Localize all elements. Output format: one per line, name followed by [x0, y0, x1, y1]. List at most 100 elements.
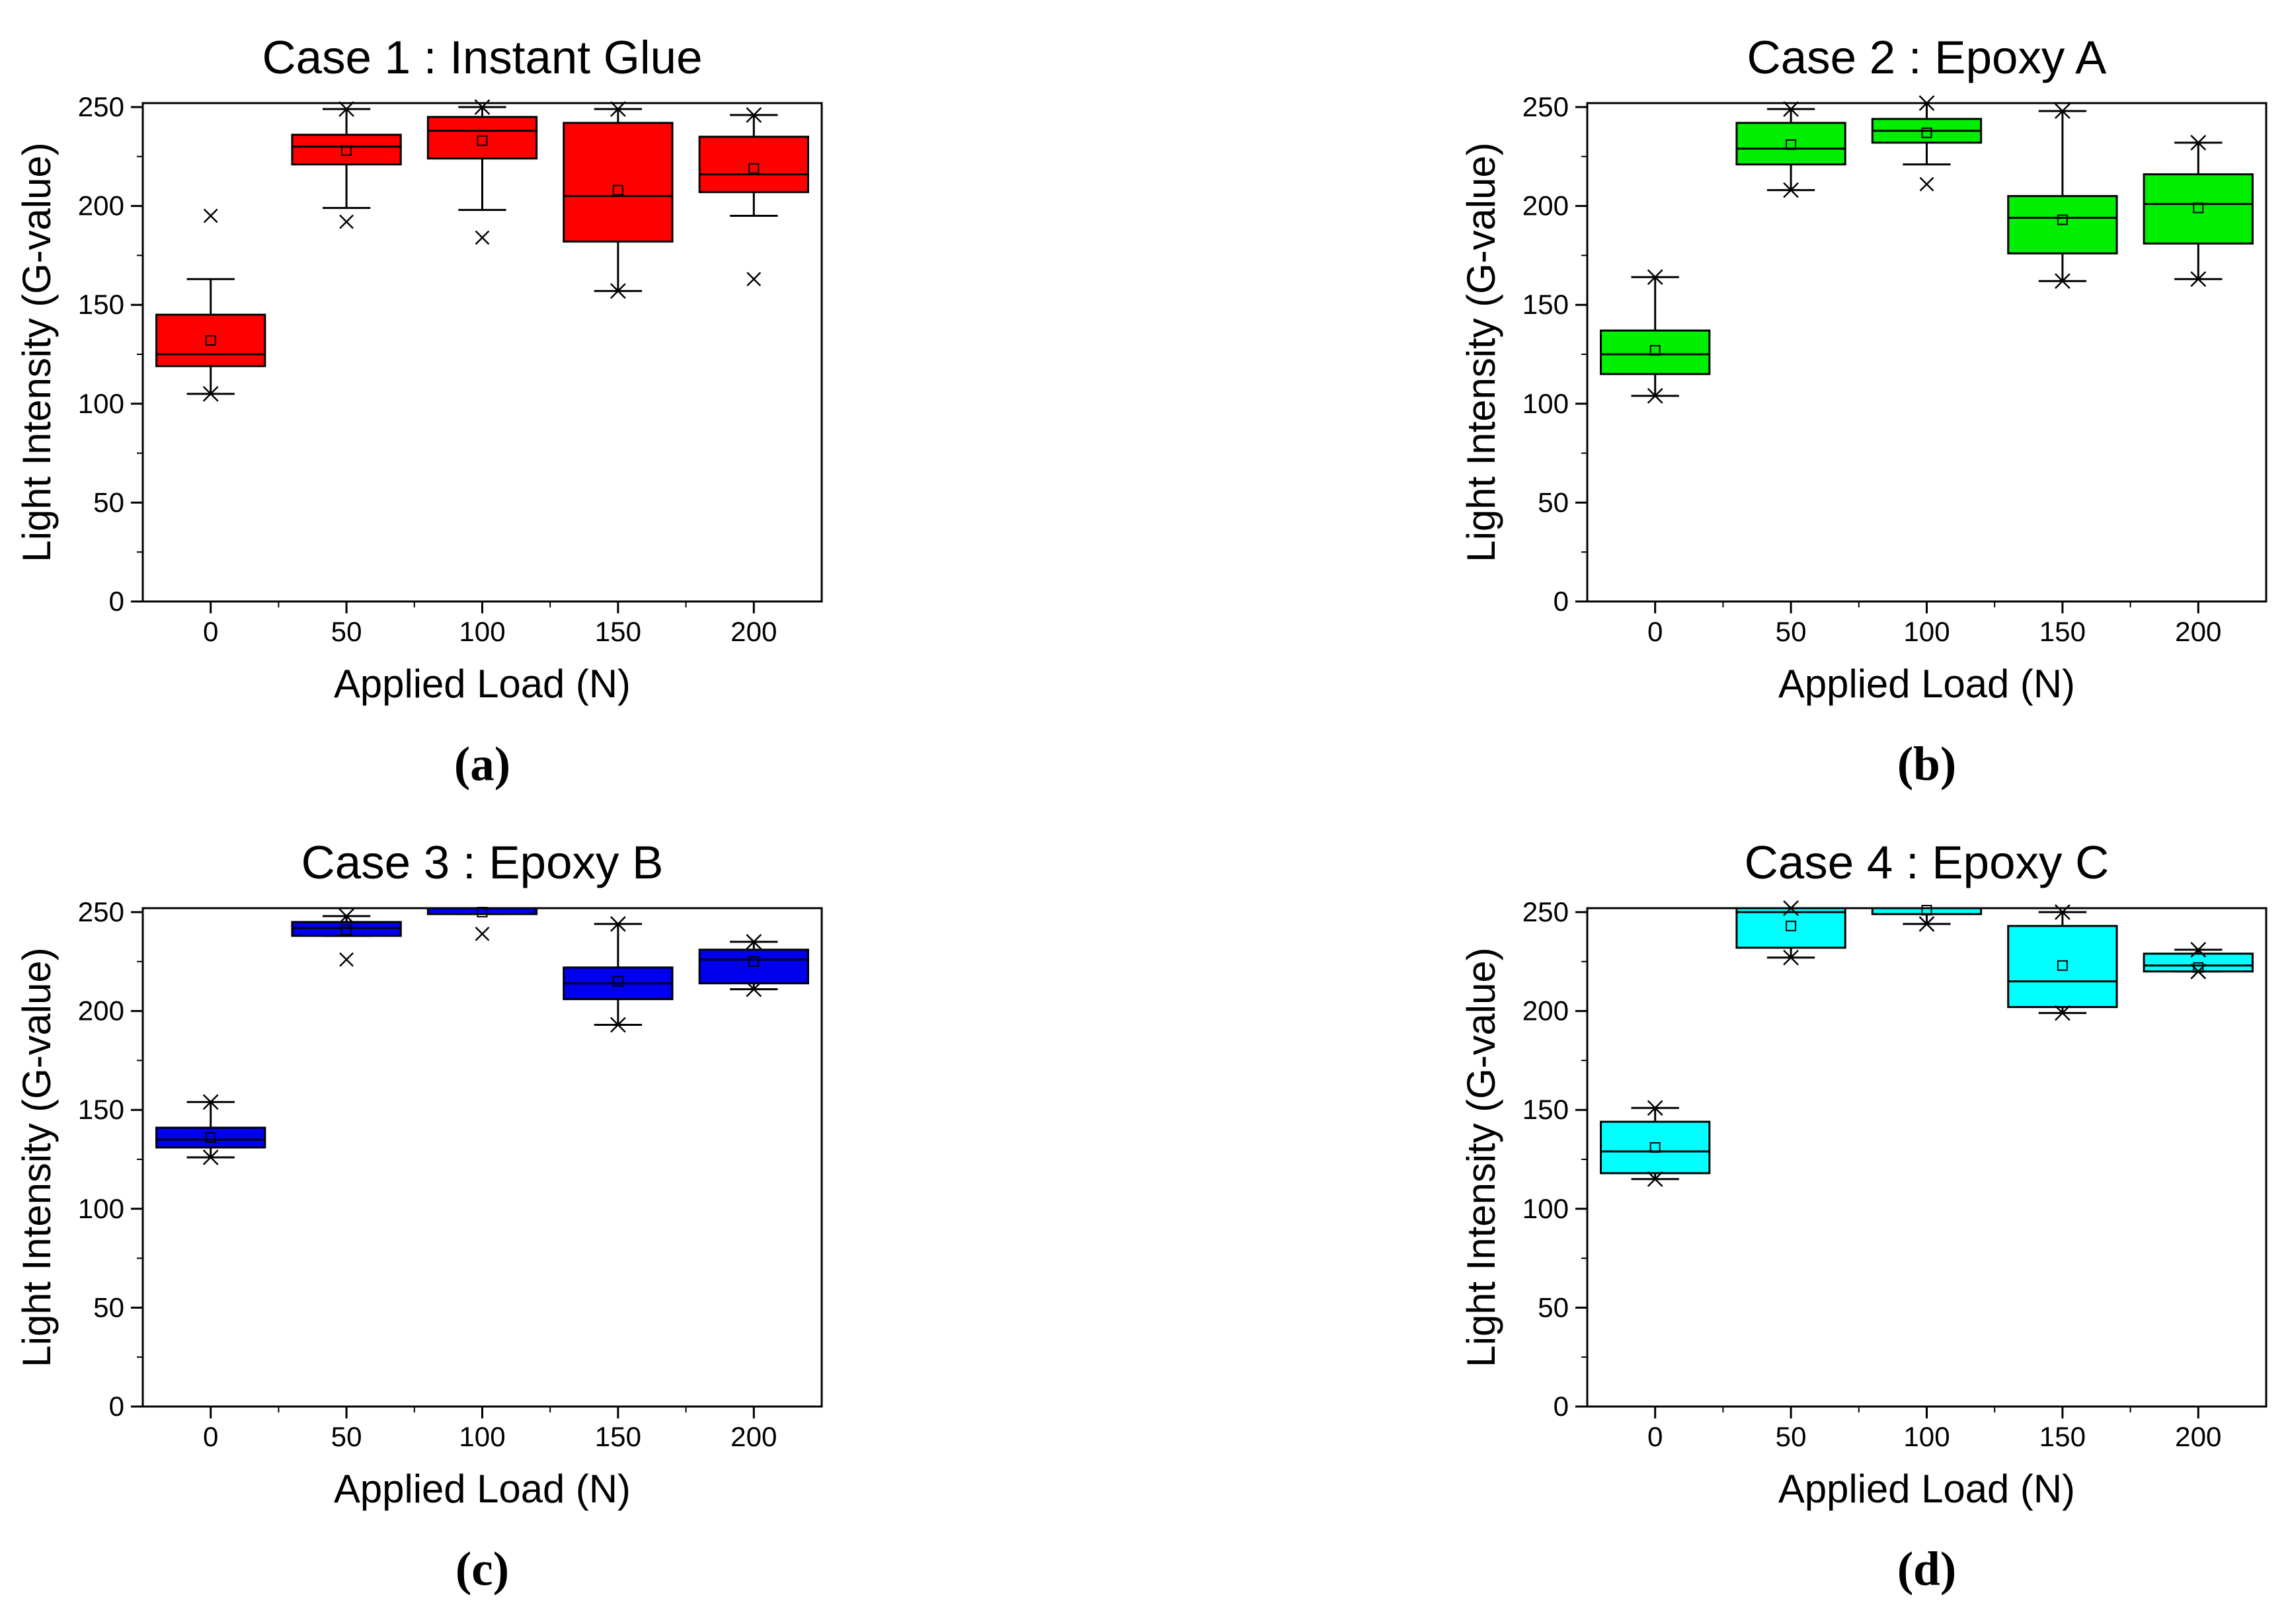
x-tick-label: 200: [2175, 616, 2221, 647]
extreme-marker: [1782, 949, 1800, 966]
mean-marker: [2193, 202, 2204, 213]
box-0: [1600, 269, 1711, 404]
chart-title: Case 4 : Epoxy C: [1745, 837, 2110, 889]
box-200: [698, 933, 809, 997]
box-body: [2143, 173, 2254, 245]
x-tick-label: 0: [1647, 616, 1663, 647]
mean-marker: [205, 335, 216, 346]
x-tick-label: 0: [203, 616, 218, 647]
extreme-marker: [2189, 271, 2207, 288]
extreme-marker: [1918, 95, 1936, 111]
mean-marker: [341, 145, 352, 156]
x-tick-label: 100: [1903, 616, 1950, 647]
extreme-marker: [745, 933, 763, 950]
box-0: [155, 1094, 266, 1165]
extreme-marker: [745, 107, 763, 123]
box-100: [426, 906, 538, 941]
x-tick-label: 100: [1903, 1421, 1950, 1452]
x-tick-label: 50: [1776, 616, 1807, 647]
outlier-stroke: [339, 952, 354, 967]
box-body: [2007, 925, 2118, 1009]
y-tick-label: 150: [1522, 289, 1569, 320]
extreme-marker: [609, 283, 627, 299]
panel-label: (c): [455, 1542, 509, 1596]
extreme-marker: [2053, 1005, 2072, 1021]
box-150: [2007, 103, 2118, 290]
outlier-marker: [203, 208, 218, 223]
mean-marker: [612, 184, 623, 196]
outlier-marker: [746, 272, 762, 287]
y-axis-label: Light Intensity (G-value): [15, 947, 59, 1367]
outlier-marker: [475, 230, 490, 245]
panel-label: (b): [1897, 737, 1956, 791]
box-50: [291, 908, 402, 967]
extreme-marker: [202, 1094, 219, 1110]
y-tick-label: 0: [109, 586, 124, 617]
extreme-marker: [2053, 103, 2072, 119]
outlier-marker: [1919, 176, 1934, 192]
outlier-marker: [339, 214, 354, 229]
outlier-stroke: [475, 927, 490, 941]
x-tick-label: 50: [331, 1421, 362, 1452]
y-tick-label: 200: [1522, 190, 1569, 221]
x-tick-label: 150: [2039, 1421, 2086, 1452]
y-tick-label: 200: [78, 190, 124, 221]
x-tick-label: 100: [459, 1421, 505, 1452]
extreme-marker: [2189, 963, 2207, 980]
box-body: [1735, 907, 1846, 949]
chart-panel-a: Case 1 : Instant Glue 0 50 100 150 200 250 0 50 1…: [15, 32, 823, 791]
extreme-marker: [2189, 941, 2207, 958]
box-body: [155, 1126, 266, 1149]
mean-marker: [205, 1132, 216, 1143]
mean-marker: [341, 924, 352, 935]
y-tick-label: 100: [1522, 388, 1569, 419]
x-tick-label: 150: [2039, 616, 2086, 647]
outlier-stroke: [746, 272, 762, 287]
outlier-stroke: [1919, 176, 1934, 192]
x-axis-label: Applied Load (N): [1778, 662, 2075, 706]
box-body: [1600, 329, 1711, 375]
extreme-marker: [1918, 916, 1936, 932]
box-100: [426, 99, 538, 245]
box-150: [563, 101, 674, 299]
box-body: [291, 134, 402, 166]
mean-marker: [2057, 960, 2068, 971]
box-100: [1871, 95, 1983, 192]
y-tick-label: 50: [93, 1292, 124, 1323]
x-tick-label: 150: [595, 616, 641, 647]
x-axis-label: Applied Load (N): [334, 662, 631, 706]
mean-marker: [2057, 214, 2068, 225]
outlier-marker: [339, 952, 354, 967]
outlier-stroke: [203, 208, 218, 223]
box-50: [1735, 101, 1846, 198]
x-tick-label: 100: [459, 616, 505, 647]
y-tick-label: 50: [93, 486, 124, 518]
extreme-marker: [337, 908, 356, 924]
y-tick-label: 0: [1554, 1391, 1569, 1422]
y-tick-label: 250: [1522, 91, 1569, 122]
y-tick-label: 100: [78, 388, 124, 419]
panel-label: (d): [1897, 1542, 1956, 1596]
mean-marker: [477, 906, 488, 917]
extreme-marker: [2053, 904, 2072, 920]
box-150: [563, 916, 674, 1033]
box-body: [563, 122, 674, 243]
y-tick-label: 0: [1554, 586, 1569, 617]
y-tick-label: 250: [1522, 896, 1569, 927]
x-tick-label: 50: [331, 616, 362, 647]
x-axis-label: Applied Load (N): [334, 1467, 631, 1511]
y-tick-label: 100: [1522, 1193, 1569, 1224]
box-body: [698, 135, 809, 194]
y-axis-label: Light Intensity (G-value): [1459, 947, 1503, 1367]
box-200: [698, 107, 809, 287]
box-50: [291, 101, 402, 229]
mean-marker: [748, 956, 760, 967]
extreme-marker: [1782, 900, 1800, 916]
extreme-marker: [745, 981, 763, 997]
extreme-marker: [2053, 273, 2072, 290]
y-tick-label: 150: [78, 289, 124, 320]
mean-marker: [612, 976, 623, 987]
mean-marker: [1786, 139, 1797, 150]
mean-marker: [1649, 345, 1661, 356]
